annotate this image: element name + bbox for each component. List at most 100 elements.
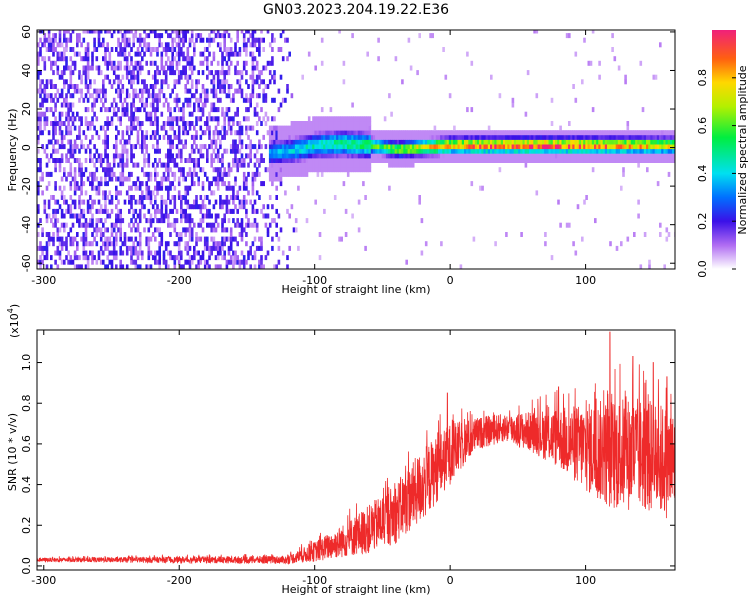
spectrogram-cell bbox=[242, 185, 246, 191]
snr-x-tick-label: -300 bbox=[31, 574, 56, 587]
spectrogram-cell bbox=[195, 84, 198, 89]
spectrogram-cell bbox=[236, 167, 239, 173]
spectrogram-cell bbox=[262, 47, 265, 52]
spectrogram-cell bbox=[275, 158, 278, 163]
spectrogram-cell bbox=[366, 130, 369, 136]
spectrogram-cell bbox=[216, 30, 220, 34]
spectrogram-cell bbox=[236, 107, 239, 113]
spectrogram-cell bbox=[147, 227, 151, 233]
spectrogram-cell bbox=[229, 232, 233, 237]
spectrogram-cell bbox=[106, 60, 109, 66]
spectrogram-cell bbox=[314, 144, 317, 150]
spectrogram-cell bbox=[297, 121, 300, 126]
spectrogram-cell bbox=[134, 259, 138, 265]
spectrogram-cell bbox=[457, 158, 461, 163]
spectrogram-cell bbox=[526, 153, 530, 159]
spectrogram-cell bbox=[316, 148, 320, 154]
spectrogram-cell bbox=[342, 79, 346, 85]
spectrogram-cell bbox=[56, 227, 60, 233]
spectrogram-cell bbox=[258, 264, 261, 269]
spectrogram-cell bbox=[557, 148, 560, 154]
spectrogram-cell bbox=[164, 60, 168, 66]
spectrogram-cell bbox=[180, 250, 183, 256]
spectrogram-cell bbox=[626, 144, 630, 150]
spectrogram-cell bbox=[147, 185, 151, 191]
spectrogram-cell bbox=[613, 134, 617, 140]
spectrogram-cell bbox=[368, 153, 372, 159]
spectrogram-cell bbox=[429, 33, 432, 39]
spectrogram-cell bbox=[238, 70, 242, 76]
spectrogram-cell bbox=[121, 107, 125, 113]
spectrogram-cell bbox=[303, 125, 307, 131]
spectrogram-cell bbox=[561, 134, 565, 140]
spectrogram-cell bbox=[273, 125, 276, 131]
spectrogram-cell bbox=[39, 79, 42, 85]
spectrogram-cell bbox=[544, 139, 547, 145]
spectrogram-cell bbox=[275, 208, 278, 214]
spectrogram-cell bbox=[338, 144, 341, 150]
spectrogram-cell bbox=[47, 181, 51, 187]
spectrogram-cell bbox=[416, 139, 419, 145]
spectrogram-cell bbox=[69, 47, 73, 52]
snr-y-multiplier-exp: 4 bbox=[6, 308, 15, 313]
spectrogram-cell bbox=[219, 97, 222, 103]
spectrogram-cell bbox=[156, 116, 159, 122]
spectrogram-cell bbox=[221, 111, 224, 117]
spectrogram-cell bbox=[169, 70, 172, 76]
spectrogram-cell bbox=[134, 116, 138, 122]
spectrogram-cell bbox=[180, 30, 183, 34]
spectrogram-cell bbox=[203, 171, 207, 177]
spectrogram-x-tick-label: 0 bbox=[447, 274, 454, 287]
spectrogram-cell bbox=[273, 153, 276, 159]
spectrogram-cell bbox=[225, 79, 229, 85]
spectrogram-cell bbox=[314, 148, 317, 154]
spectrogram-cell bbox=[379, 130, 382, 136]
spectrogram-cell bbox=[565, 33, 569, 39]
spectrogram-cell bbox=[162, 255, 166, 261]
spectrogram-cell bbox=[271, 60, 274, 66]
spectrogram-cell bbox=[565, 139, 569, 145]
spectrogram-cell bbox=[641, 134, 645, 140]
spectrogram-cell bbox=[351, 153, 354, 159]
spectrogram-cell bbox=[154, 121, 157, 126]
spectrogram-cell bbox=[513, 130, 517, 136]
spectrogram-cell bbox=[160, 208, 164, 214]
spectrogram-cell bbox=[138, 42, 142, 48]
spectrogram-cell bbox=[329, 121, 333, 126]
spectrogram-cell bbox=[596, 144, 599, 150]
spectrogram-cell bbox=[656, 144, 660, 150]
spectrogram-cell bbox=[232, 121, 235, 126]
spectrogram-cell bbox=[240, 144, 244, 150]
spectrogram-cell bbox=[598, 60, 601, 66]
spectrogram-cell bbox=[247, 144, 250, 150]
spectrogram-cell bbox=[392, 158, 395, 163]
spectrogram-cell bbox=[210, 102, 213, 108]
spectrogram-cell bbox=[505, 148, 508, 154]
spectrogram-cell bbox=[258, 171, 261, 177]
spectrogram-cell bbox=[119, 158, 122, 163]
spectrogram-cell bbox=[188, 204, 192, 210]
spectrogram-cell bbox=[136, 139, 140, 145]
spectrogram-cell bbox=[329, 107, 333, 113]
spectrogram-cell bbox=[253, 199, 257, 205]
spectrogram-cell bbox=[102, 208, 105, 214]
spectrogram-cell bbox=[97, 70, 101, 76]
spectrogram-cell bbox=[396, 148, 400, 154]
spectrogram-cell bbox=[320, 153, 324, 159]
spectrogram-cell bbox=[67, 121, 70, 126]
spectrogram-cell bbox=[327, 125, 330, 131]
spectrogram-cell bbox=[47, 130, 51, 136]
spectrogram-cell bbox=[258, 245, 261, 251]
spectrogram-cell bbox=[459, 139, 463, 145]
spectrogram-cell bbox=[63, 47, 66, 52]
spectrogram-cell bbox=[136, 51, 140, 57]
spectrogram-cell bbox=[188, 111, 192, 117]
spectrogram-cell bbox=[93, 153, 96, 159]
spectrogram-cell bbox=[149, 190, 153, 196]
spectrogram-cell bbox=[41, 176, 44, 182]
spectrogram-cell bbox=[154, 74, 157, 80]
spectrogram-cell bbox=[69, 102, 73, 108]
spectrogram-cell bbox=[37, 74, 40, 80]
spectrogram-cell bbox=[418, 134, 421, 140]
spectrogram-cell bbox=[251, 65, 255, 71]
